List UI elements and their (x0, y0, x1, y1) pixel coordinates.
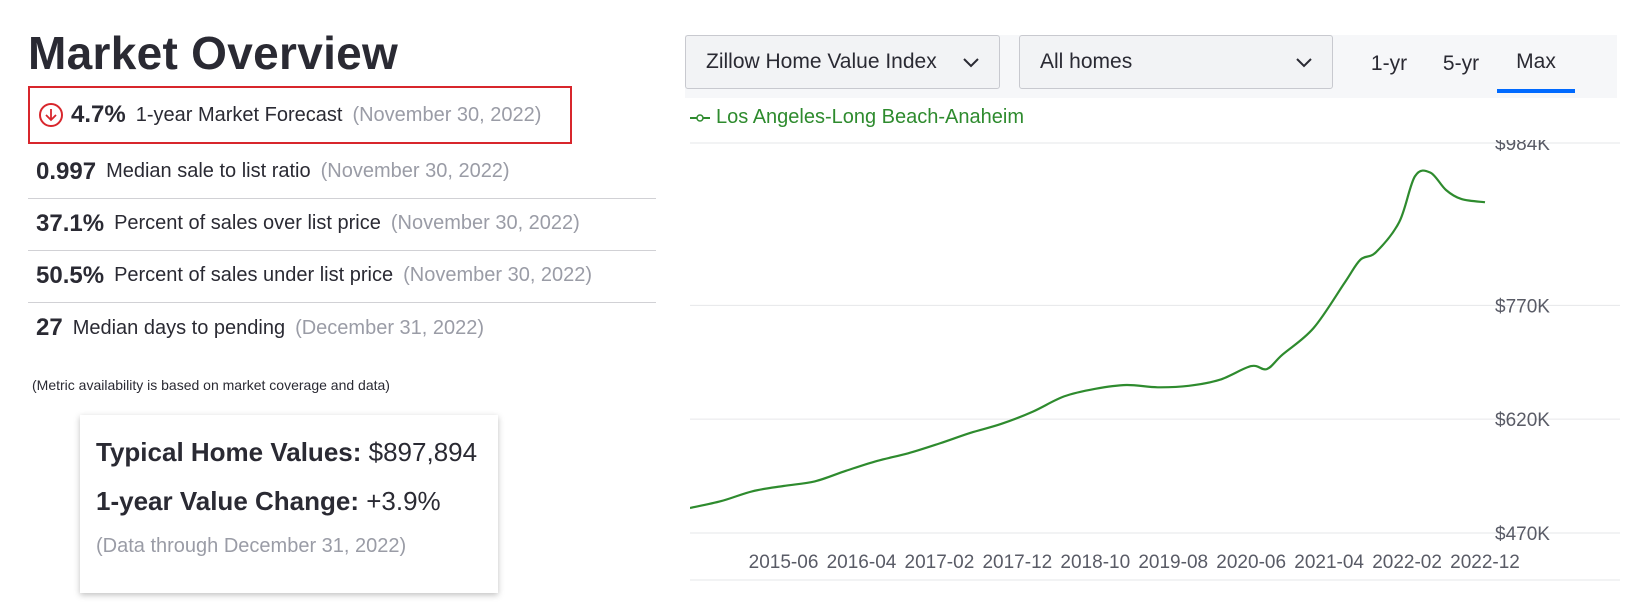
data-through-note: (Data through December 31, 2022) (96, 535, 407, 557)
home-value-summary-card: Typical Home Values: $897,894 1-year Val… (80, 415, 498, 593)
y-tick-label: $620K (1495, 410, 1550, 431)
metric-label: Median days to pending (72, 316, 286, 339)
metric-value: 4.7% (71, 101, 126, 128)
value-change-label: 1-year Value Change: (96, 486, 359, 516)
metric-label: Percent of sales over list price (114, 212, 381, 234)
market-overview-panel: Market Overview 4.7% 1-year Market Forec… (28, 0, 656, 610)
y-tick-label: $984K (1495, 140, 1550, 155)
metric-row-forecast: 4.7% 1-year Market Forecast (November 30… (28, 86, 572, 144)
y-tick-label: $770K (1495, 296, 1550, 317)
index-select[interactable]: Zillow Home Value Index (685, 35, 1000, 89)
metric-date: (December 31, 2022) (295, 316, 485, 339)
chart-controls: Zillow Home Value Index All homes 1-yr 5… (685, 35, 1617, 98)
metric-date: (November 30, 2022) (320, 160, 510, 182)
range-tab-5yr[interactable]: 5-yr (1442, 52, 1480, 75)
metric-value: 0.997 (36, 157, 97, 185)
range-tab-max[interactable]: Max (1497, 35, 1575, 93)
value-change-amount: +3.9% (366, 486, 441, 516)
metric-label: 1-year Market Forecast (135, 103, 343, 126)
home-value-chart[interactable]: $470K $620K $770K $984K 2015-06 2016-04 2017-0… (690, 140, 1620, 610)
metric-row-sale-to-list: 0.997 Median sale to list ratio (Novembe… (28, 145, 656, 199)
chart-legend[interactable]: Los Angeles-Long Beach-Anaheim (690, 106, 1024, 129)
home-type-select-value: All homes (1040, 50, 1133, 73)
metric-label: Percent of sales under list price (114, 264, 394, 286)
typical-home-value-label: Typical Home Values: (96, 437, 362, 467)
chevron-down-icon (1296, 58, 1312, 68)
metric-value: 37.1% (36, 209, 105, 237)
arrow-down-circle-icon (39, 103, 63, 127)
x-tick-label: 2020-06 (1216, 552, 1286, 573)
one-year-value-change: 1-year Value Change: +3.9% (96, 486, 482, 517)
x-tick-label: 2022-02 (1372, 552, 1442, 573)
metric-availability-note: (Metric availability is based on market … (32, 377, 390, 393)
y-tick-label: $470K (1495, 524, 1550, 545)
page-title: Market Overview (28, 27, 399, 79)
metric-date: (November 30, 2022) (403, 264, 593, 286)
series-line[interactable] (690, 169, 1486, 510)
legend-series-name: Los Angeles-Long Beach-Anaheim (716, 106, 1024, 128)
x-tick-label: 2016-04 (827, 552, 897, 573)
x-tick-label: 2019-08 (1138, 552, 1208, 573)
chevron-down-icon (963, 58, 979, 68)
home-type-select[interactable]: All homes (1019, 35, 1333, 89)
metric-row-under-list: 50.5% Percent of sales under list price … (28, 249, 656, 303)
metric-date: (November 30, 2022) (352, 103, 542, 126)
metric-label: Median sale to list ratio (106, 160, 311, 182)
x-tick-label: 2015-06 (749, 552, 819, 573)
index-select-value: Zillow Home Value Index (706, 50, 937, 73)
typical-home-value: Typical Home Values: $897,894 (96, 437, 482, 468)
typical-home-value-amount: $897,894 (368, 437, 478, 467)
metric-value: 27 (36, 314, 63, 341)
legend-line-marker-icon (690, 113, 710, 122)
x-tick-label: 2022-12 (1450, 552, 1520, 573)
x-tick-label: 2017-12 (982, 552, 1052, 573)
metric-row-over-list: 37.1% Percent of sales over list price (… (28, 197, 656, 251)
metric-date: (November 30, 2022) (390, 212, 580, 234)
x-tick-label: 2018-10 (1060, 552, 1130, 573)
metric-row-days-pending: 27 Median days to pending (December 31, … (28, 301, 656, 355)
range-tab-1yr[interactable]: 1-yr (1370, 52, 1408, 75)
x-tick-label: 2021-04 (1294, 552, 1364, 573)
metric-value: 50.5% (36, 261, 105, 289)
x-tick-label: 2017-02 (905, 552, 975, 573)
